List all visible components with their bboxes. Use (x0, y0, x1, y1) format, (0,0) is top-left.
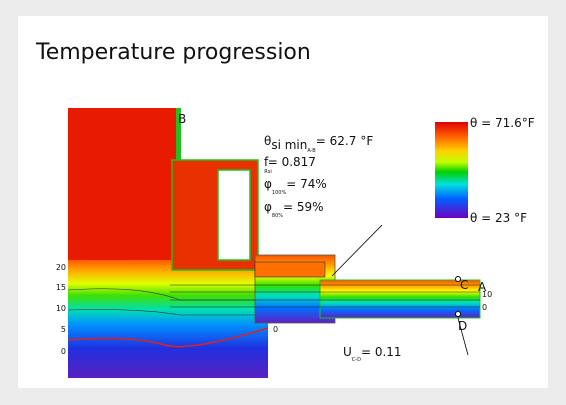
index: C-D (352, 357, 361, 363)
scale-label: 0 (482, 303, 487, 312)
legend-max: θ = 71.6°F (470, 116, 535, 130)
wall-bottom (68, 260, 268, 378)
wall-top (68, 108, 176, 268)
point-label: D (458, 319, 467, 333)
value: = 62.7 (316, 134, 357, 148)
point-label: C (460, 278, 468, 292)
point-label: A (478, 280, 487, 294)
index: 100% (272, 190, 287, 196)
symbol: U (343, 345, 352, 359)
value: = 0.11 (361, 345, 402, 359)
unit: °F (360, 134, 373, 148)
title: Temperature progression (35, 40, 311, 65)
scale-label: 0 (61, 347, 66, 356)
subscript: si min (271, 138, 307, 152)
color-scale (435, 122, 468, 218)
scale-label: 20 (56, 263, 66, 272)
symbol: φ (264, 177, 272, 191)
symbol: θ (264, 134, 271, 148)
value: = 0.817 (268, 155, 316, 169)
index: A-B (307, 148, 316, 154)
point-d (456, 312, 461, 317)
frame-cavity (218, 170, 250, 260)
symbol: φ (264, 200, 272, 214)
slide: Temperature progression 20 15 10 5 0 0 1… (0, 0, 566, 405)
scale-label: 15 (56, 283, 66, 292)
scale-label: 0 (273, 325, 278, 334)
value: = 74% (286, 177, 327, 191)
index: Rsi (264, 169, 271, 175)
index: 80% (272, 213, 283, 219)
point-label: B (178, 112, 186, 126)
legend-min: θ = 23 °F (470, 211, 527, 225)
page: {"header": {"title": "Temperature progre… (0, 0, 566, 405)
scale-label: 5 (61, 325, 66, 334)
scale-label: 10 (56, 304, 66, 313)
value: = 59% (283, 200, 324, 214)
profile-top (255, 262, 325, 277)
